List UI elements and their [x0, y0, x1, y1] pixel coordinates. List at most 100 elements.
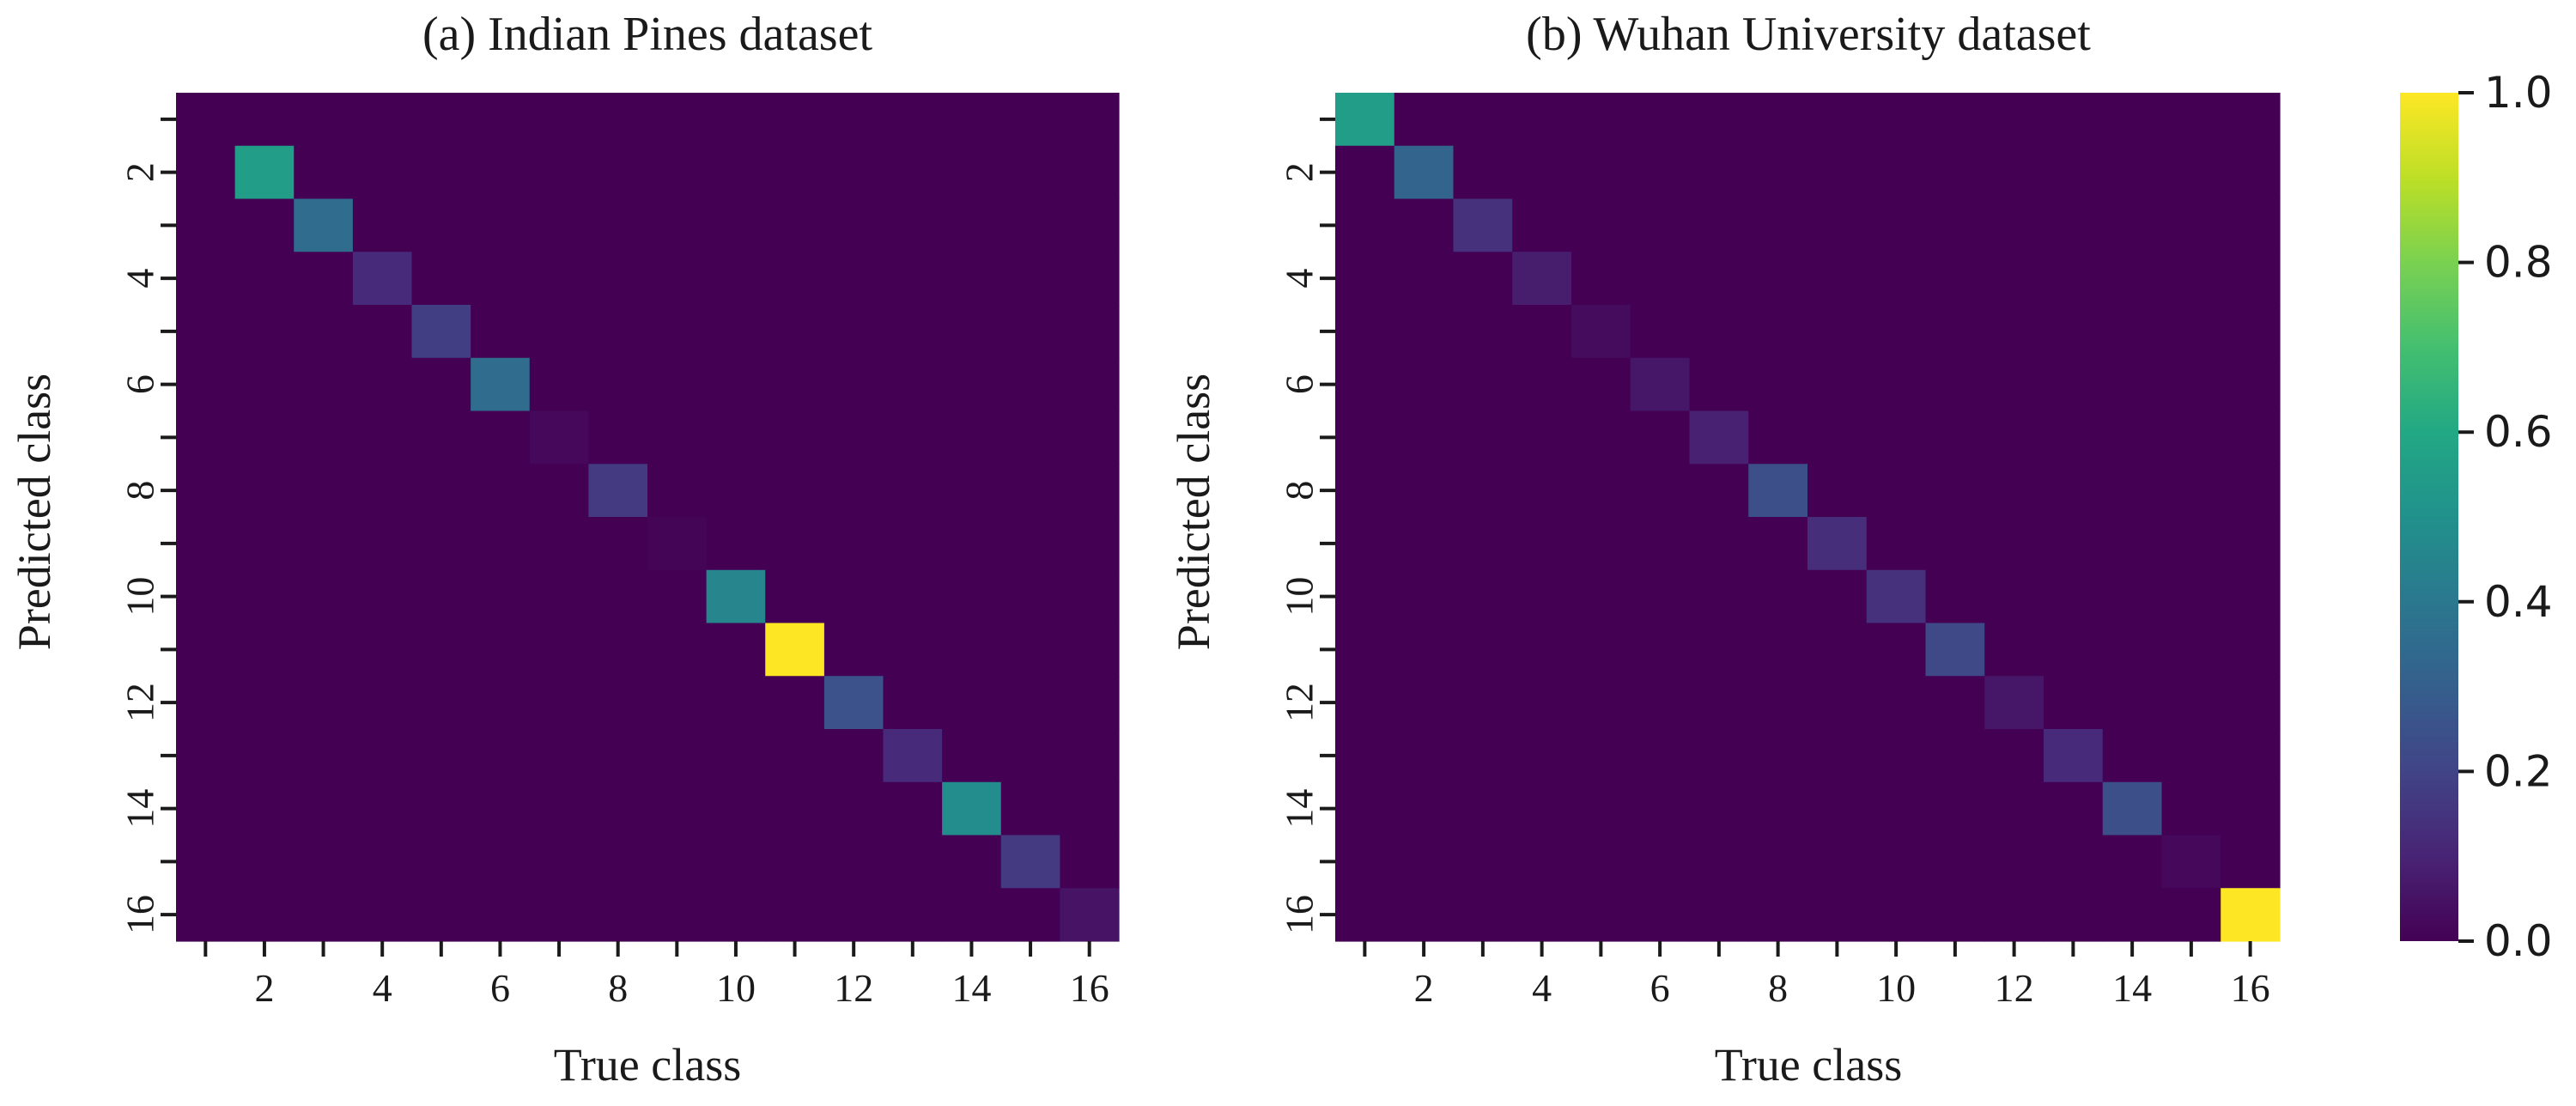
x-tick-label: 2: [254, 966, 274, 1010]
heatmap-cell: [1984, 517, 2044, 571]
heatmap-cell: [1335, 464, 1395, 518]
heatmap-cell: [1335, 410, 1395, 465]
heatmap-panel-b: (b) Wuhan University dataset 2 4 6 8 10 12 14 1…: [1168, 8, 2281, 1091]
heatmap-cell: [1689, 569, 1749, 624]
heatmap-cell: [1807, 357, 1868, 412]
heatmap-cell: [1335, 252, 1395, 306]
heatmap-cell: [1925, 464, 1985, 518]
heatmap-cell: [1000, 569, 1060, 624]
heatmap-cell: [529, 835, 589, 889]
heatmap-cell: [588, 729, 648, 783]
heatmap-cell: [1984, 410, 2044, 465]
heatmap-cell: [176, 517, 236, 571]
heatmap-cell: [1925, 676, 1985, 730]
heatmap-cell: [1807, 305, 1868, 359]
heatmap-cell-diagonal: [1748, 464, 1808, 518]
heatmap-cell: [234, 93, 295, 147]
heatmap-cell: [1630, 888, 1691, 942]
heatmap-cell: [942, 252, 1002, 306]
heatmap-cell: [647, 93, 708, 147]
heatmap-cell: [706, 781, 766, 836]
heatmap-cell: [1000, 410, 1060, 465]
heatmap-cell: [706, 623, 766, 677]
heatmap-cell: [1000, 888, 1060, 942]
heatmap-cell: [2221, 464, 2281, 518]
heatmap-cell: [588, 835, 648, 889]
heatmap-cell: [1571, 410, 1631, 465]
heatmap-cell: [647, 464, 708, 518]
heatmap-cell: [2161, 252, 2221, 306]
heatmap-cell: [176, 729, 236, 783]
heatmap-cell: [2221, 145, 2281, 200]
heatmap-cell: [529, 781, 589, 836]
heatmap-cell: [1571, 888, 1631, 942]
heatmap-cell: [1060, 517, 1120, 571]
heatmap-cell: [2044, 464, 2104, 518]
heatmap-cell: [765, 888, 825, 942]
heatmap-cell: [411, 198, 471, 252]
heatmap-cell: [1571, 517, 1631, 571]
heatmap-cell: [942, 198, 1002, 252]
heatmap-cell: [1335, 835, 1395, 889]
heatmap-cell: [2102, 357, 2163, 412]
heatmap-cell: [352, 569, 413, 624]
heatmap-cell: [942, 357, 1002, 412]
heatmap-cell: [2221, 410, 2281, 465]
heatmap-cell: [2221, 252, 2281, 306]
heatmap-cell-diagonal: [1060, 888, 1120, 942]
heatmap-cell: [1807, 569, 1868, 624]
heatmap-cell: [2221, 676, 2281, 730]
heatmap-cell: [765, 569, 825, 624]
heatmap-cell: [234, 781, 295, 836]
heatmap-cell: [1984, 252, 2044, 306]
x-tick-label: 4: [373, 966, 392, 1010]
heatmap-cell: [1335, 623, 1395, 677]
heatmap-cell: [1630, 198, 1691, 252]
heatmap-cell: [1866, 357, 1927, 412]
heatmap-cell: [411, 252, 471, 306]
heatmap-cell: [2161, 357, 2221, 412]
heatmap-cell: [2161, 145, 2221, 200]
heatmap-cell: [294, 464, 354, 518]
heatmap-cell-diagonal: [1394, 145, 1455, 200]
heatmap-cell: [1925, 781, 1985, 836]
heatmap-cell: [2161, 517, 2221, 571]
heatmap-cell: [1630, 305, 1691, 359]
heatmap-cell: [765, 305, 825, 359]
heatmap-cell: [1925, 835, 1985, 889]
heatmap-cell: [2044, 198, 2104, 252]
heatmap-cell: [823, 729, 884, 783]
heatmap-cell: [1453, 781, 1513, 836]
heatmap-cell: [588, 305, 648, 359]
heatmap-cell: [234, 569, 295, 624]
heatmap-cell: [2161, 729, 2221, 783]
heatmap-cell: [588, 198, 648, 252]
heatmap-cell: [1807, 198, 1868, 252]
heatmap-cell: [1630, 410, 1691, 465]
x-tick-label: 8: [608, 966, 628, 1010]
heatmap-cell: [1335, 357, 1395, 412]
heatmap-cell: [647, 729, 708, 783]
heatmap-cell: [411, 464, 471, 518]
heatmap-cell: [706, 93, 766, 147]
heatmap-cell: [1748, 252, 1808, 306]
heatmap-cell: [1512, 305, 1572, 359]
heatmap-cell: [588, 410, 648, 465]
heatmap-cell: [529, 464, 589, 518]
heatmap-cell: [1984, 835, 2044, 889]
heatmap-cell: [2102, 676, 2163, 730]
heatmap-cell: [2221, 198, 2281, 252]
heatmap-cell: [647, 623, 708, 677]
heatmap-cell: [176, 676, 236, 730]
heatmap-cell: [823, 569, 884, 624]
heatmap-cell: [1984, 145, 2044, 200]
heatmap-cell: [942, 410, 1002, 465]
heatmap-cell: [1394, 835, 1455, 889]
x-tick-label: 12: [1995, 966, 2034, 1010]
heatmap-cell: [1453, 888, 1513, 942]
heatmap-cell-diagonal: [1689, 410, 1749, 465]
heatmap-cell: [2102, 835, 2163, 889]
heatmap-cell: [1630, 676, 1691, 730]
heatmap-cell: [1571, 464, 1631, 518]
heatmap-cell: [706, 252, 766, 306]
